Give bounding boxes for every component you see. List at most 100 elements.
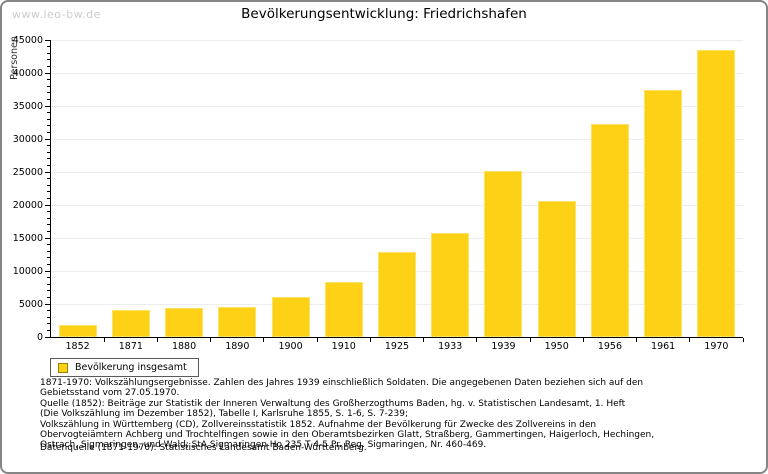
x-axis-tick [582, 338, 584, 342]
y-axis-minor-tick [47, 217, 50, 219]
legend-box: Bevölkerung insgesamt [50, 358, 199, 377]
gridline-40000 [51, 72, 743, 74]
y-axis-minor-tick [47, 263, 50, 265]
bar-1900 [271, 296, 310, 337]
y-axis-minor-tick [47, 257, 50, 259]
bar-1950 [537, 201, 576, 337]
bar-1880 [165, 308, 204, 337]
y-axis-minor-tick [47, 131, 50, 133]
y-axis-minor-tick [47, 211, 50, 213]
y-axis-minor-tick [47, 224, 50, 226]
bar-1910 [324, 281, 363, 337]
x-axis-label-1933: 1933 [438, 341, 463, 352]
chart-title: Bevölkerungsentwicklung: Friedrichshafen [241, 6, 527, 22]
x-axis-label-1939: 1939 [491, 341, 516, 352]
y-axis-minor-tick [47, 191, 50, 193]
y-axis-minor-tick [47, 145, 50, 147]
y-axis-minor-tick [47, 277, 50, 279]
y-axis-minor-tick [47, 112, 50, 114]
y-axis-minor-tick [47, 65, 50, 67]
y-axis-minor-tick [47, 46, 50, 48]
y-axis-tick [45, 270, 50, 272]
bar-1956 [590, 123, 629, 337]
x-axis-label-1950: 1950 [544, 341, 569, 352]
y-axis-minor-tick [47, 197, 50, 199]
bar-1890 [218, 306, 257, 337]
x-axis-label-1961: 1961 [651, 341, 676, 352]
y-axis-minor-tick [47, 92, 50, 94]
y-axis-minor-tick [47, 316, 50, 318]
x-axis-tick [529, 338, 531, 342]
y-axis-minor-tick [47, 158, 50, 160]
x-axis-tick [156, 338, 158, 342]
y-axis-tick-label: 5000 [18, 299, 43, 310]
x-axis-tick [476, 338, 478, 342]
gridline-45000 [51, 39, 743, 41]
y-axis-minor-tick [47, 118, 50, 120]
gridline-20000 [51, 204, 743, 206]
x-axis-tick [423, 338, 425, 342]
y-axis-tick [45, 138, 50, 140]
x-axis-tick [316, 338, 318, 342]
y-axis-tick-label: 35000 [12, 101, 43, 112]
y-axis-tick [45, 105, 50, 107]
y-axis-tick [45, 336, 50, 338]
gridline-35000 [51, 105, 743, 107]
y-axis-tick-label: 10000 [12, 266, 43, 277]
y-axis-minor-tick [47, 283, 50, 285]
y-axis-minor-tick [47, 310, 50, 312]
watermark-url: www.leo-bw.de [12, 8, 101, 21]
y-axis-tick-label: 30000 [12, 134, 43, 145]
y-axis-minor-tick [47, 296, 50, 298]
bar-1970 [697, 49, 736, 337]
y-axis-tick-label: 45000 [12, 35, 43, 46]
footnote-line-2: Gebietsstand vom 27.05.1970. [40, 388, 180, 399]
y-axis-tick [45, 72, 50, 74]
bar-1852 [58, 325, 97, 337]
x-axis-tick [636, 338, 638, 342]
y-axis-minor-tick [47, 52, 50, 54]
y-axis-tick [45, 204, 50, 206]
y-axis-tick [45, 171, 50, 173]
y-axis-minor-tick [47, 125, 50, 127]
x-axis-label-1852: 1852 [65, 341, 90, 352]
x-axis-tick [263, 338, 265, 342]
y-axis-minor-tick [47, 59, 50, 61]
x-axis-label-1890: 1890 [225, 341, 250, 352]
plot-area: 0 5000 10000 15000 20000 25000 30000 35000 40000… [13, 35, 744, 352]
x-axis-label-1956: 1956 [597, 341, 622, 352]
bar-1925 [378, 251, 416, 337]
x-axis-label-1900: 1900 [278, 341, 303, 352]
bar-1933 [431, 232, 470, 337]
y-axis-tick-label: 0 [36, 332, 43, 343]
x-axis-tick [742, 338, 744, 342]
y-axis-minor-tick [47, 230, 50, 232]
datasource-line: Datenquelle (1871-1970): Statistisches L… [40, 443, 367, 453]
footnote-line-6: Obervogteiämtern Achberg und Trochtelfin… [40, 430, 655, 441]
y-axis-minor-tick [47, 323, 50, 325]
y-axis-tick-label: 15000 [12, 233, 43, 244]
y-axis-tick-label: 40000 [12, 68, 43, 79]
y-axis-minor-tick [47, 329, 50, 331]
footnote-line-7: Ostrach, Sigmaringen, und Wald; StA Sigm… [40, 440, 487, 451]
y-axis-minor-tick [47, 184, 50, 186]
y-axis-minor-tick [47, 244, 50, 246]
y-axis-minor-tick [47, 151, 50, 153]
y-axis-minor-tick [47, 178, 50, 180]
y-axis-minor-tick [47, 79, 50, 81]
y-axis-tick-label: 25000 [12, 167, 43, 178]
y-axis-tick-label: 20000 [12, 200, 43, 211]
footnote-line-3: Quelle (1852): Beiträge zur Statistik de… [40, 398, 626, 409]
y-axis-minor-tick [47, 164, 50, 166]
bar-1961 [644, 90, 683, 337]
footnote-line-1: 1871-1970: Volkszählungsergebnisse. Zahl… [40, 378, 644, 388]
x-axis-label-1910: 1910 [331, 341, 356, 352]
y-axis-minor-tick [47, 290, 50, 292]
y-axis-tick [45, 237, 50, 239]
x-axis-label-1925: 1925 [384, 341, 410, 352]
x-axis-tick [103, 338, 105, 342]
x-axis-label-1970: 1970 [704, 341, 729, 352]
gridline-30000 [51, 138, 743, 140]
gridline-25000 [51, 171, 743, 173]
